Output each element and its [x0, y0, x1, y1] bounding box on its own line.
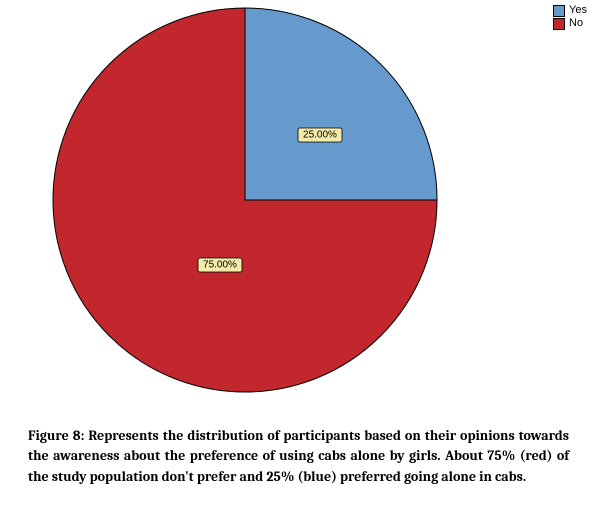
- figure-caption: Figure 8: Represents the distribution of…: [28, 426, 569, 487]
- slice-label-no: 75.00%: [198, 258, 242, 272]
- slice-label-yes: 25.00%: [298, 128, 342, 142]
- pie-svg: 25.00% 75.00%: [50, 5, 440, 395]
- legend-label-no: No: [569, 17, 583, 30]
- pie-slice-yes: [245, 8, 437, 200]
- pie-chart-area: 25.00% 75.00% Yes No: [0, 0, 597, 400]
- legend-item-no: No: [553, 17, 587, 30]
- svg-text:25.00%: 25.00%: [303, 130, 337, 141]
- legend-swatch-yes: [553, 5, 565, 17]
- legend-label-yes: Yes: [569, 4, 587, 17]
- figure-caption-wrap: Figure 8: Represents the distribution of…: [0, 400, 597, 487]
- svg-text:75.00%: 75.00%: [203, 260, 237, 271]
- legend: Yes No: [553, 4, 587, 30]
- legend-item-yes: Yes: [553, 4, 587, 17]
- pie-chart: 25.00% 75.00%: [50, 5, 440, 395]
- legend-swatch-no: [553, 18, 565, 30]
